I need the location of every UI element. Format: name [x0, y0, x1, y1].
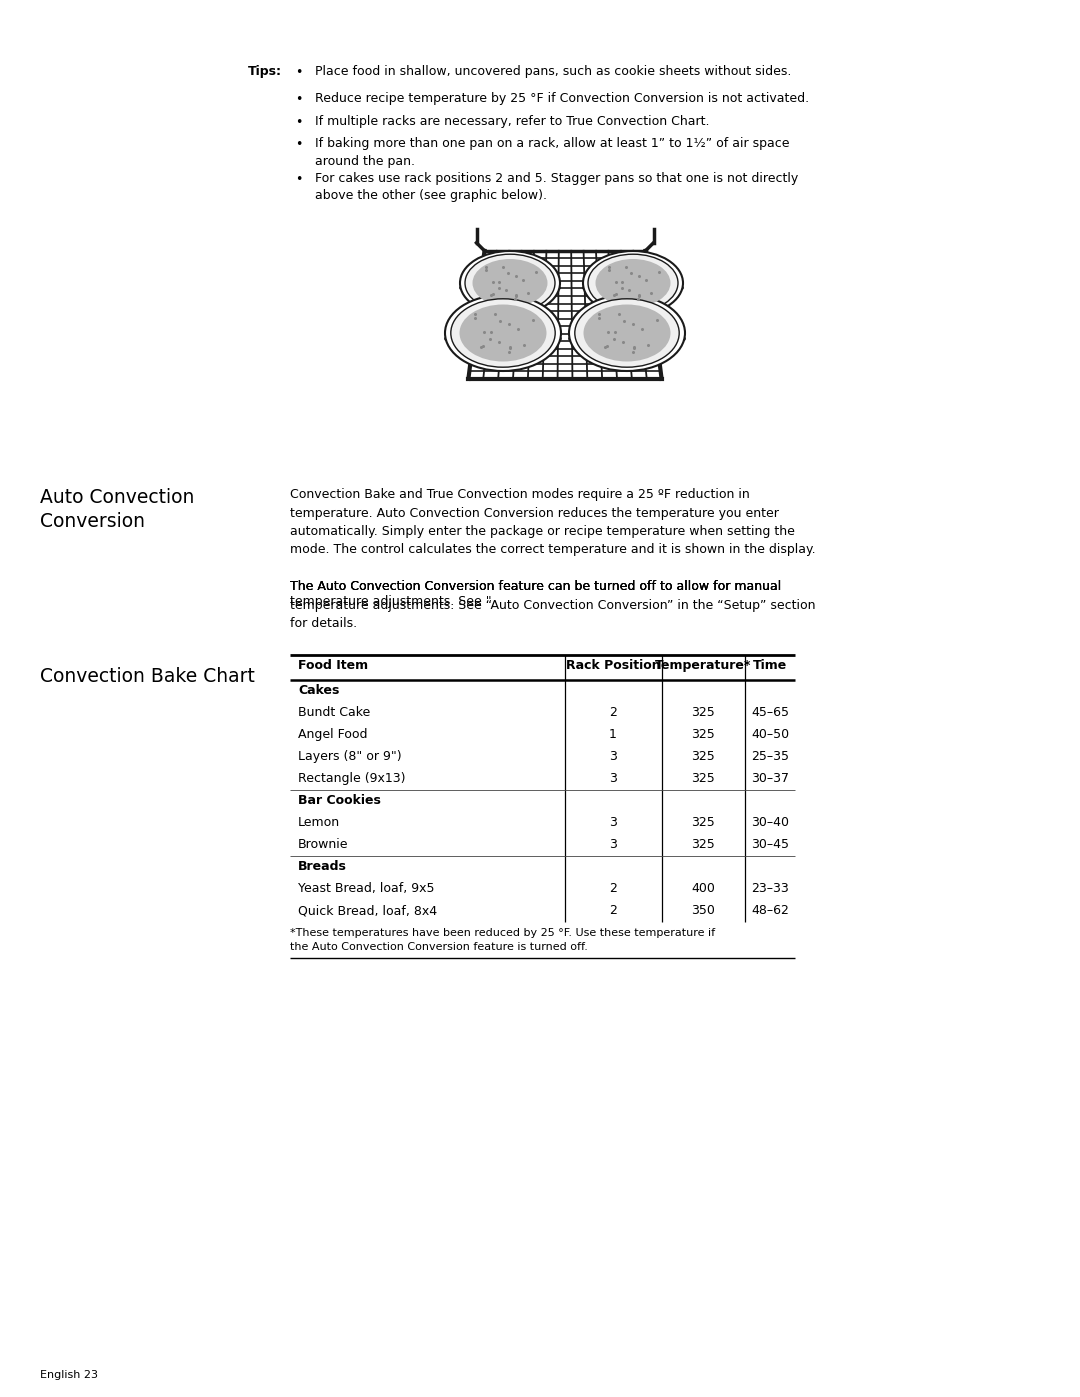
Text: Convection Bake and True Convection modes require a 25 ºF reduction in
temperatu: Convection Bake and True Convection mode… [291, 488, 815, 556]
Ellipse shape [569, 330, 685, 348]
Ellipse shape [459, 305, 546, 362]
Text: •: • [295, 138, 302, 151]
Text: If baking more than one pan on a rack, allow at least 1” to 1½” of air space
aro: If baking more than one pan on a rack, a… [315, 137, 789, 168]
Text: Breads: Breads [298, 861, 347, 873]
Text: Tips:: Tips: [248, 66, 282, 78]
Text: 325: 325 [691, 705, 715, 719]
Text: 3: 3 [609, 750, 617, 763]
Text: The Auto Convection Conversion feature can be turned off to allow for manual: The Auto Convection Conversion feature c… [291, 580, 781, 592]
Text: 48–62: 48–62 [751, 904, 788, 916]
Text: 1: 1 [609, 728, 617, 740]
Text: 3: 3 [609, 838, 617, 851]
Text: 350: 350 [691, 904, 715, 916]
Ellipse shape [445, 330, 561, 348]
Text: For cakes use rack positions 2 and 5. Stagger pans so that one is not directly
a: For cakes use rack positions 2 and 5. St… [315, 172, 798, 203]
Ellipse shape [569, 295, 685, 372]
Text: 25–35: 25–35 [751, 750, 789, 763]
Ellipse shape [450, 299, 555, 367]
Text: Convection Bake Chart: Convection Bake Chart [40, 666, 255, 686]
Text: Bundt Cake: Bundt Cake [298, 705, 370, 719]
Text: Layers (8" or 9"): Layers (8" or 9") [298, 750, 402, 763]
Text: 325: 325 [691, 816, 715, 828]
Text: temperature adjustments. See ": temperature adjustments. See " [291, 595, 491, 608]
Text: •: • [295, 173, 302, 186]
Text: Time: Time [753, 659, 787, 672]
Text: Food Item: Food Item [298, 659, 368, 672]
Text: Angel Food: Angel Food [298, 728, 367, 740]
Text: Quick Bread, loaf, 8x4: Quick Bread, loaf, 8x4 [298, 904, 437, 916]
Text: Rectangle (9x13): Rectangle (9x13) [298, 773, 405, 785]
Text: 3: 3 [609, 773, 617, 785]
Ellipse shape [588, 254, 678, 312]
Text: Cakes: Cakes [298, 685, 339, 697]
Ellipse shape [465, 254, 555, 312]
Text: Rack Position: Rack Position [566, 659, 660, 672]
Ellipse shape [583, 305, 671, 362]
Text: 2: 2 [609, 904, 617, 916]
Text: 325: 325 [691, 773, 715, 785]
Text: Place food in shallow, uncovered pans, such as cookie sheets without sides.: Place food in shallow, uncovered pans, s… [315, 66, 792, 78]
Text: Lemon: Lemon [298, 816, 340, 828]
Text: Bar Cookies: Bar Cookies [298, 793, 381, 807]
Ellipse shape [583, 279, 683, 296]
Ellipse shape [583, 251, 683, 314]
Text: 2: 2 [609, 882, 617, 895]
Text: English 23: English 23 [40, 1370, 98, 1380]
Text: •: • [295, 116, 302, 129]
Ellipse shape [473, 258, 548, 307]
Ellipse shape [445, 295, 561, 372]
Text: 30–45: 30–45 [751, 838, 789, 851]
Text: 30–40: 30–40 [751, 816, 789, 828]
Ellipse shape [595, 258, 671, 307]
Text: The Auto Convection Conversion feature can be turned off to allow for manual
tem: The Auto Convection Conversion feature c… [291, 580, 815, 630]
Text: The Auto Convection Conversion feature can be turned off to allow for manual: The Auto Convection Conversion feature c… [291, 580, 781, 592]
Text: 325: 325 [691, 728, 715, 740]
Text: If multiple racks are necessary, refer to True Convection Chart.: If multiple racks are necessary, refer t… [315, 115, 710, 129]
Ellipse shape [460, 251, 561, 314]
Text: •: • [295, 94, 302, 106]
Text: •: • [295, 66, 302, 80]
Text: 325: 325 [691, 750, 715, 763]
Text: *These temperatures have been reduced by 25 °F. Use these temperature if
the Aut: *These temperatures have been reduced by… [291, 928, 715, 951]
Text: 3: 3 [609, 816, 617, 828]
Ellipse shape [575, 299, 679, 367]
Text: 30–37: 30–37 [751, 773, 789, 785]
Text: 400: 400 [691, 882, 715, 895]
Text: Yeast Bread, loaf, 9x5: Yeast Bread, loaf, 9x5 [298, 882, 434, 895]
Text: Temperature*: Temperature* [654, 659, 752, 672]
Text: 2: 2 [609, 705, 617, 719]
Text: Reduce recipe temperature by 25 °F if Convection Conversion is not activated.: Reduce recipe temperature by 25 °F if Co… [315, 92, 809, 105]
Text: 40–50: 40–50 [751, 728, 789, 740]
Ellipse shape [460, 279, 561, 296]
Text: 325: 325 [691, 838, 715, 851]
Text: 45–65: 45–65 [751, 705, 789, 719]
Text: Brownie: Brownie [298, 838, 349, 851]
Text: 23–33: 23–33 [751, 882, 788, 895]
Text: Auto Convection
Conversion: Auto Convection Conversion [40, 488, 194, 531]
